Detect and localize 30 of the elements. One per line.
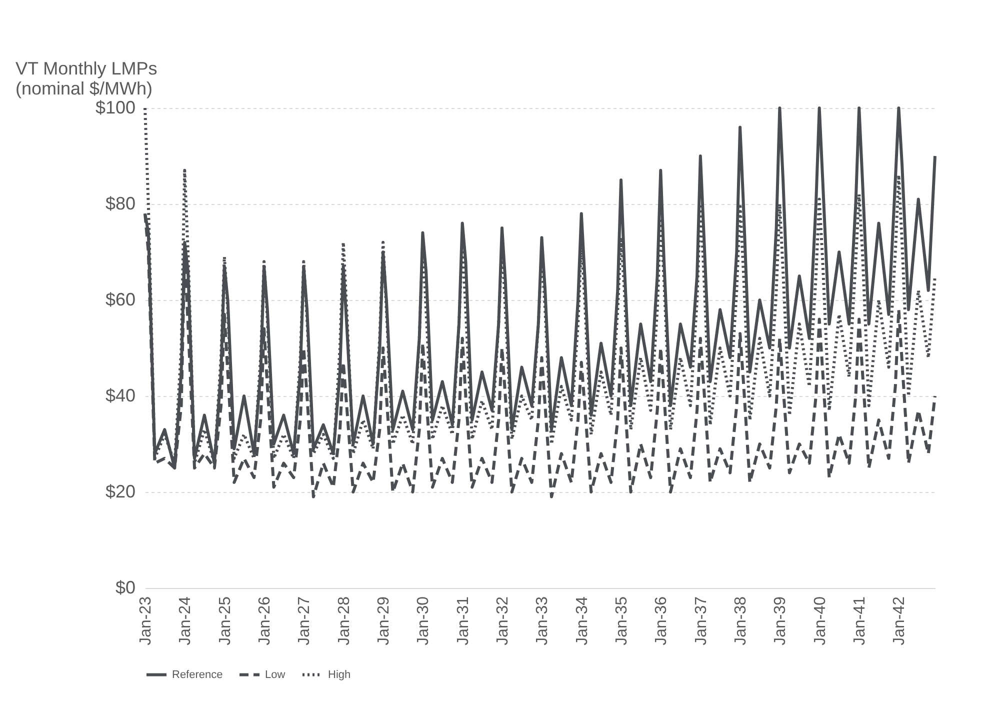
legend-label: Reference <box>172 668 223 681</box>
x-tick-label: Jan-36 <box>653 596 670 646</box>
x-tick-label: Jan-42 <box>891 596 908 646</box>
x-tick-label: Jan-28 <box>336 596 353 646</box>
y-tick-label: $40 <box>105 386 136 406</box>
x-tick-label: Jan-30 <box>415 596 432 646</box>
y-tick-label: $80 <box>105 194 136 214</box>
x-tick-label: Jan-38 <box>732 596 750 646</box>
y-tick-label: $20 <box>105 482 136 502</box>
x-tick-label: Jan-41 <box>852 596 869 646</box>
x-tick-label: Jan-25 <box>216 596 234 646</box>
y-tick-label: $100 <box>95 98 136 118</box>
x-tick-label: Jan-27 <box>296 596 314 646</box>
x-tick-label: Jan-37 <box>692 596 710 646</box>
x-tick-label: Jan-33 <box>534 596 552 646</box>
x-tick-label: Jan-26 <box>256 596 274 646</box>
x-tick-label: Jan-24 <box>177 596 194 646</box>
x-tick-label: Jan-23 <box>138 596 154 646</box>
x-tick-label: Jan-34 <box>574 596 591 646</box>
y-tick-label: $0 <box>115 578 136 598</box>
x-tick-label: Jan-39 <box>772 596 790 646</box>
legend-label: Low <box>265 668 286 681</box>
x-tick-label: Jan-35 <box>614 596 631 646</box>
x-tick-label: Jan-29 <box>376 596 393 646</box>
legend-label: High <box>328 668 351 681</box>
x-tick-label: Jan-40 <box>812 596 829 646</box>
y-axis-title: VT Monthly LMPs (nominal $/MWh) <box>16 58 158 98</box>
x-tick-label: Jan-31 <box>454 596 472 646</box>
x-tick-label: Jan-32 <box>494 596 512 646</box>
y-tick-label: $60 <box>105 290 136 310</box>
